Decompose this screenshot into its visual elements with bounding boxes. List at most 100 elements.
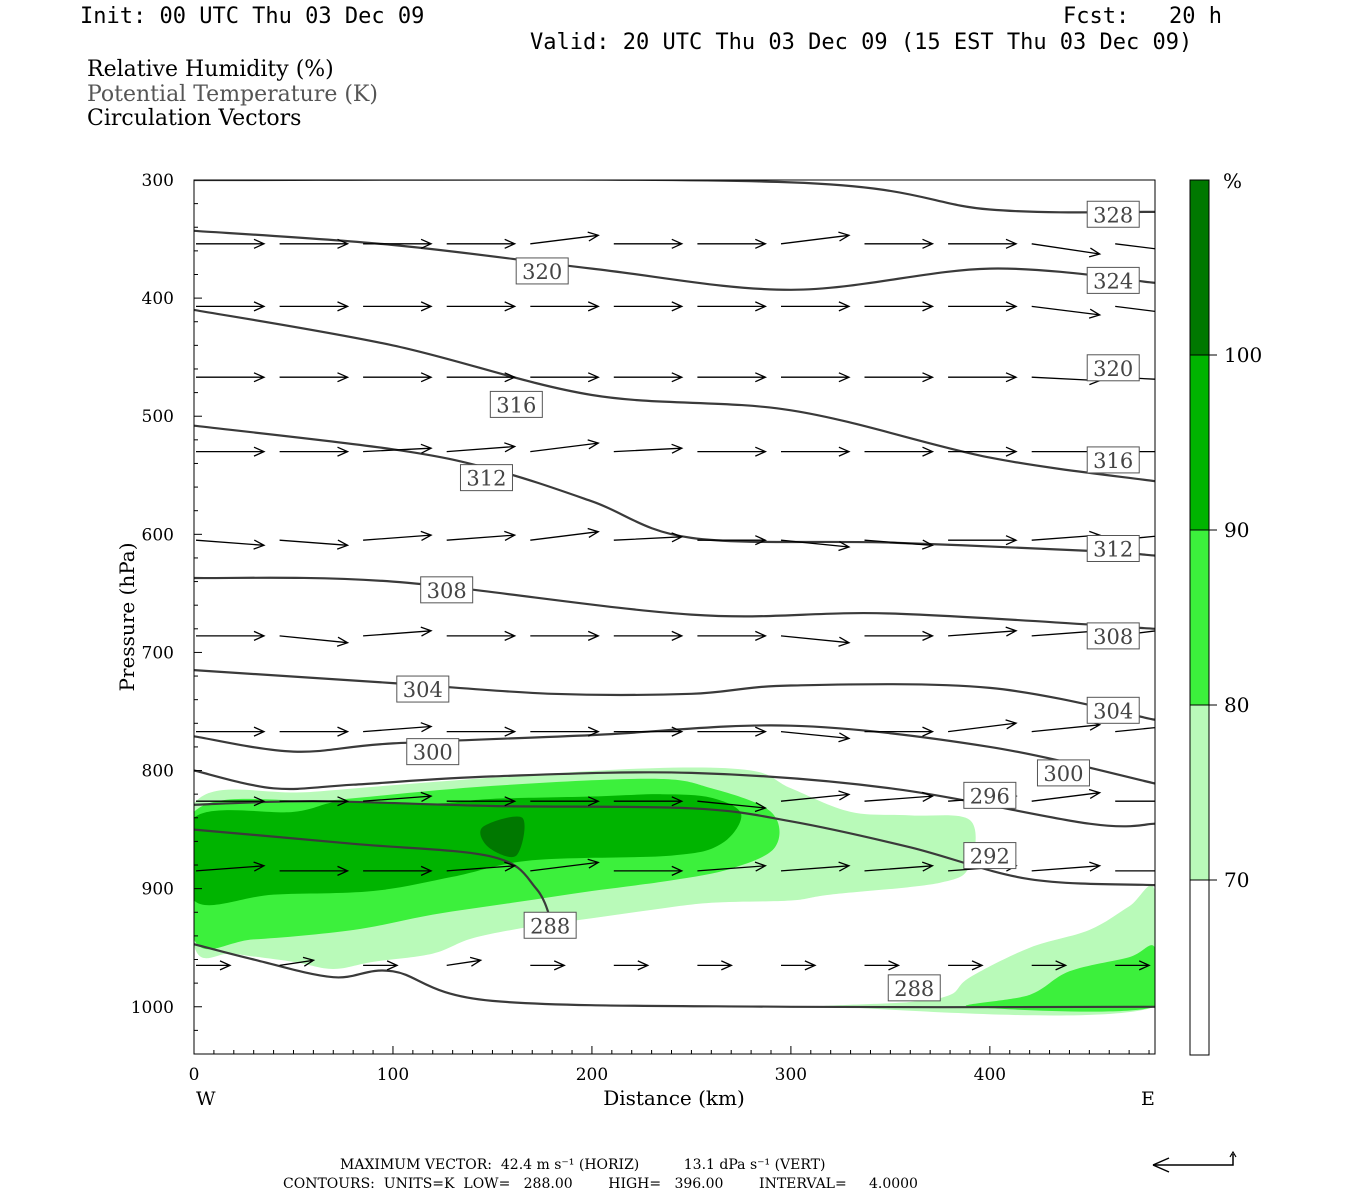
theta-label-box xyxy=(1086,200,1140,228)
colorbar: 70 80 90 100 xyxy=(1189,179,1262,1056)
circulation-vector xyxy=(697,861,767,872)
circulation-vector xyxy=(446,796,517,807)
theta-label-box xyxy=(406,738,460,766)
colorbar-level-label: 100 xyxy=(1224,343,1262,367)
circulation-vector xyxy=(781,960,817,971)
circulation-vector xyxy=(864,238,935,249)
x-west-label: W xyxy=(196,1088,216,1110)
theta-contour-288 xyxy=(194,943,1155,1009)
theta-label-text: 320 xyxy=(1093,357,1133,381)
theta-label: 328 xyxy=(1086,200,1140,228)
theta-contour-324 xyxy=(194,229,1155,291)
circulation-vector xyxy=(613,301,684,312)
theta-label-box xyxy=(1086,534,1140,562)
contour-label-layer: 328 324 320 320 316 316 312 312 308 308 304 304 300 3… xyxy=(396,200,1140,1002)
circulation-vector xyxy=(948,372,1018,383)
theta-label: 300 xyxy=(406,738,460,766)
circulation-vector xyxy=(195,539,266,550)
circulation-vector xyxy=(613,532,684,543)
circulation-vector xyxy=(948,238,1018,249)
circulation-vector xyxy=(864,960,901,971)
y-tick-label: 600 xyxy=(142,525,174,545)
theta-contour-320 xyxy=(194,308,1155,483)
circulation-vector xyxy=(1031,305,1102,319)
colorbar-swatch xyxy=(1189,704,1210,881)
circulation-vector xyxy=(530,231,600,245)
circulation-vector xyxy=(279,865,350,876)
theta-label-text: 296 xyxy=(970,784,1010,808)
circulation-vector xyxy=(1115,800,1155,802)
circulation-vector xyxy=(697,800,767,813)
theta-label-box xyxy=(396,675,450,703)
circulation-vector xyxy=(446,442,517,453)
circulation-vector xyxy=(530,960,566,971)
circulation-vector xyxy=(279,956,316,967)
rh-region-80 xyxy=(966,945,1155,1012)
theta-label-text: 320 xyxy=(522,260,562,284)
x-axis-label: Distance (km) xyxy=(603,1086,745,1110)
circulation-vector xyxy=(613,372,684,383)
theta-contour-308 xyxy=(194,669,1155,721)
circulation-vector xyxy=(613,726,684,737)
theta-label-box xyxy=(1086,354,1140,382)
theta-label: 292 xyxy=(963,842,1017,870)
circulation-vector xyxy=(530,439,600,453)
cross-section-chart: 3283243203203163163123123083083043043003… xyxy=(115,169,1262,1110)
theta-label-box xyxy=(1086,622,1140,650)
circulation-vector xyxy=(780,539,851,552)
circulation-vector xyxy=(363,626,433,637)
circulation-vector xyxy=(1115,305,1155,313)
theta-contour-300 xyxy=(194,769,1155,828)
theta-contour-layer xyxy=(194,180,1155,1009)
circulation-vector xyxy=(279,372,350,383)
theta-label-box xyxy=(887,974,941,1002)
circulation-vector xyxy=(363,443,433,454)
circulation-vector xyxy=(279,238,350,249)
circulation-vector xyxy=(446,630,517,641)
circulation-vector xyxy=(363,372,433,383)
circulation-vector xyxy=(948,719,1018,733)
theta-label: 296 xyxy=(963,781,1017,809)
circulation-vector xyxy=(446,238,517,249)
circulation-vector xyxy=(530,858,600,872)
circulation-vector xyxy=(446,301,517,312)
theta-contour-312 xyxy=(194,576,1155,630)
circulation-vector xyxy=(780,231,851,245)
theta-label: 304 xyxy=(396,675,450,703)
circulation-vector xyxy=(864,372,935,383)
theta-label-text: 316 xyxy=(496,393,536,417)
theta-label: 312 xyxy=(1086,534,1140,562)
theta-label-box xyxy=(1086,446,1140,474)
circulation-vector xyxy=(279,446,350,457)
theta-label: 324 xyxy=(1086,266,1140,294)
y-tick-label: 800 xyxy=(142,762,174,782)
colorbar-level-label: 70 xyxy=(1224,868,1249,892)
circulation-vector xyxy=(613,443,684,454)
theta-label: 316 xyxy=(1086,446,1140,474)
circulation-vector xyxy=(780,861,851,872)
circulation-vector xyxy=(948,301,1018,312)
circulation-vector xyxy=(1031,861,1102,872)
circulation-vector xyxy=(613,796,684,807)
theta-label-text: 304 xyxy=(1093,699,1133,723)
colorbar-swatch xyxy=(1189,529,1210,706)
circulation-vector xyxy=(780,635,851,647)
x-tick-label: 400 xyxy=(974,1065,1006,1085)
circulation-vector xyxy=(1115,243,1155,250)
plot-frame xyxy=(193,179,1156,1055)
circulation-vector xyxy=(948,626,1018,637)
theta-label-box xyxy=(1086,266,1140,294)
theta-label-box xyxy=(1086,696,1140,724)
circulation-vector xyxy=(196,796,266,807)
colorbar-swatch xyxy=(1189,879,1210,1056)
circulation-vector xyxy=(530,301,600,312)
theta-label: 308 xyxy=(420,576,474,604)
circulation-vector xyxy=(948,535,1018,546)
colorbar-swatch xyxy=(1189,179,1210,356)
init-time: Init: 00 UTC Thu 03 Dec 09 xyxy=(80,4,425,29)
circulation-vector xyxy=(613,960,650,971)
circulation-vector xyxy=(279,539,350,550)
y-tick-label: 500 xyxy=(142,407,174,427)
x-tick-label: 200 xyxy=(576,1065,608,1085)
theta-label-box xyxy=(963,842,1017,870)
